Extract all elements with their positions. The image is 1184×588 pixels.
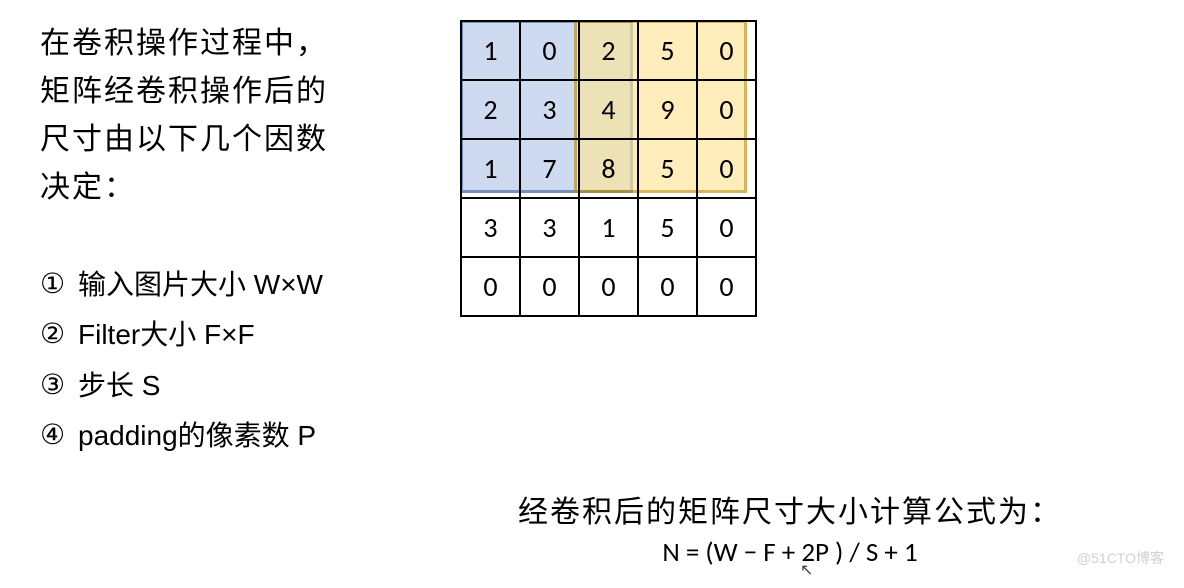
intro-line: 矩阵经卷积操作后的 (40, 68, 328, 116)
grid-cell: 1 (461, 139, 520, 198)
list-item: ②Filter大小 F×F (40, 310, 323, 360)
grid-cell: 1 (579, 198, 638, 257)
grid-cell: 0 (697, 257, 756, 316)
grid-cell: 3 (520, 198, 579, 257)
intro-text: 在卷积操作过程中，矩阵经卷积操作后的尺寸由以下几个因数决定： (40, 20, 328, 212)
list-text: Filter大小 F×F (78, 310, 255, 360)
grid-cell: 2 (579, 21, 638, 80)
list-item: ③步长 S (40, 361, 323, 411)
grid-cell: 3 (520, 80, 579, 139)
grid-cell: 5 (638, 21, 697, 80)
grid-cell: 0 (697, 198, 756, 257)
intro-line: 在卷积操作过程中， (40, 20, 328, 68)
grid-cell: 0 (520, 21, 579, 80)
list-marker: ③ (40, 361, 78, 411)
grid-cell: 0 (520, 257, 579, 316)
grid-cell: 0 (638, 257, 697, 316)
grid-cell: 3 (461, 198, 520, 257)
formula-block: 经卷积后的矩阵尺寸大小计算公式为： N = (W − F + 2P ) / S … (440, 487, 1140, 569)
watermark: @51CTO博客 (1077, 548, 1164, 568)
list-item: ④padding的像素数 P (40, 411, 323, 461)
formula-body: N = (W − F + 2P ) / S + 1 (440, 536, 1140, 569)
grid-cell: 0 (579, 257, 638, 316)
grid-cell: 4 (579, 80, 638, 139)
list-text: 步长 S (78, 361, 160, 411)
grid-cell: 9 (638, 80, 697, 139)
grid-cell: 8 (579, 139, 638, 198)
matrix-grid: 1025023490178503315000000 (460, 20, 757, 317)
intro-line: 尺寸由以下几个因数 (40, 116, 328, 164)
grid-cell: 1 (461, 21, 520, 80)
cursor-icon: ↖ (800, 560, 813, 580)
grid-cell: 0 (461, 257, 520, 316)
factor-list: ①输入图片大小 W×W②Filter大小 F×F③步长 S④padding的像素… (40, 260, 323, 462)
grid-cell: 5 (638, 198, 697, 257)
grid-cell: 0 (697, 80, 756, 139)
list-marker: ② (40, 310, 78, 360)
intro-line: 决定： (40, 164, 328, 212)
grid-cell: 5 (638, 139, 697, 198)
grid-cell: 2 (461, 80, 520, 139)
list-marker: ④ (40, 411, 78, 461)
grid-cell: 0 (697, 139, 756, 198)
grid-container: 1025023490178503315000000 (460, 20, 757, 317)
list-text: padding的像素数 P (78, 411, 316, 461)
formula-title: 经卷积后的矩阵尺寸大小计算公式为： (440, 487, 1140, 531)
list-item: ①输入图片大小 W×W (40, 260, 323, 310)
list-marker: ① (40, 260, 78, 310)
list-text: 输入图片大小 W×W (78, 260, 323, 310)
grid-cell: 7 (520, 139, 579, 198)
grid-cell: 0 (697, 21, 756, 80)
